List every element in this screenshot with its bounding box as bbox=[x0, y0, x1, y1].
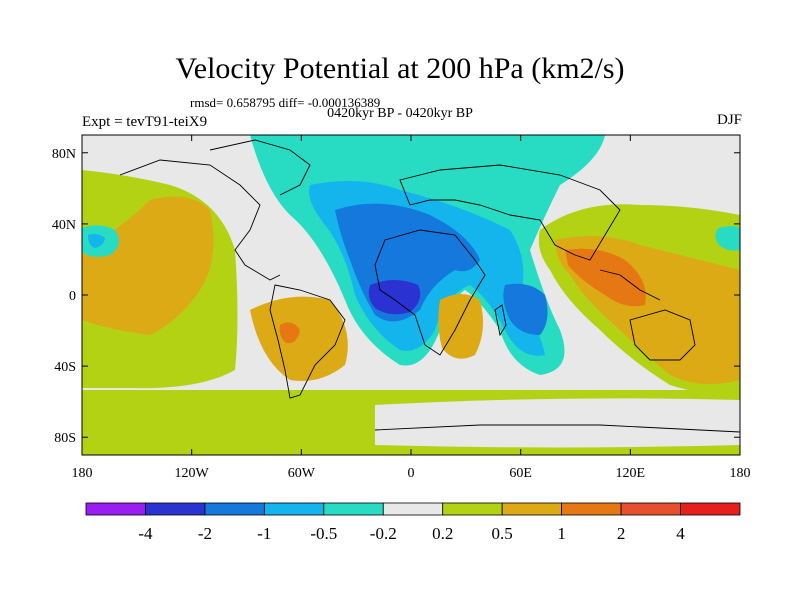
madagascar-outline bbox=[494, 304, 507, 337]
axis-ticks: 180 120W 60W 0 60E 120E 180 80N 40N 0 40S 80S bbox=[52, 135, 751, 481]
colorbar-label: -2 bbox=[198, 524, 212, 543]
antarctica-outline bbox=[374, 424, 740, 433]
colorbar: -4 -2 -1 -0.5 -0.2 0.2 0.5 1 2 4 bbox=[85, 502, 741, 543]
chart-title: Velocity Potential at 200 hPa (km2/s) bbox=[175, 52, 625, 85]
field-east-pacific-lobe bbox=[715, 226, 740, 251]
colorbar-swatch bbox=[501, 502, 563, 516]
colorbar-label: 1 bbox=[557, 524, 566, 543]
indonesia-outline bbox=[599, 269, 661, 301]
colorbar-label: -1 bbox=[257, 524, 271, 543]
australia-outline bbox=[629, 309, 696, 361]
y-tick-label: 40N bbox=[52, 218, 76, 233]
colorbar-swatch bbox=[442, 502, 503, 516]
colorbar-swatch bbox=[263, 502, 325, 516]
y-tick-label: 80S bbox=[54, 431, 76, 446]
colorbar-label: -0.2 bbox=[370, 524, 397, 543]
stats-text: rmsd= 0.658795 diff= -0.000136389 bbox=[190, 95, 381, 110]
eurasia-outline bbox=[399, 164, 621, 261]
field-gulf-of-guinea-min bbox=[368, 280, 421, 315]
x-tick-label: 120E bbox=[616, 466, 646, 481]
colorbar-swatch bbox=[85, 502, 146, 516]
colorbar-label: 0.2 bbox=[432, 524, 453, 543]
south-america-outline bbox=[269, 284, 346, 399]
colorbar-swatch bbox=[620, 502, 681, 516]
colorbar-label: 2 bbox=[617, 524, 626, 543]
experiment-label: Expt = tevT91-teiX9 bbox=[82, 114, 208, 130]
contour-fields bbox=[82, 135, 740, 455]
field-antarctic-neutral bbox=[375, 398, 740, 448]
africa-outline bbox=[374, 229, 486, 356]
x-tick-label: 60W bbox=[288, 466, 316, 481]
y-tick-label: 80N bbox=[52, 147, 76, 162]
season-label: DJF bbox=[716, 112, 742, 128]
y-tick-label: 40S bbox=[54, 360, 76, 375]
field-maritime-continent-max bbox=[565, 248, 646, 307]
y-tick-label: 0 bbox=[69, 289, 76, 304]
field-south-america-max bbox=[279, 322, 300, 344]
period-subtitle: 0420kyr BP - 0420kyr BP bbox=[327, 106, 473, 121]
field-south-america-high bbox=[250, 296, 348, 381]
greenland-outline bbox=[209, 139, 311, 196]
continent-outlines bbox=[119, 139, 740, 433]
north-america-outline bbox=[119, 159, 281, 281]
x-tick-label: 120W bbox=[175, 466, 210, 481]
field-indian-strong bbox=[503, 283, 548, 335]
field-southern-africa-high bbox=[438, 294, 484, 359]
colorbar-label: 4 bbox=[676, 524, 685, 543]
colorbar-label: -4 bbox=[138, 524, 153, 543]
x-tick-label: 0 bbox=[408, 466, 415, 481]
colorbar-swatch bbox=[561, 502, 622, 516]
colorbar-swatch bbox=[204, 502, 265, 516]
colorbar-swatch bbox=[680, 502, 741, 516]
x-tick-label: 180 bbox=[730, 466, 751, 481]
colorbar-swatch bbox=[145, 502, 206, 516]
x-tick-label: 60E bbox=[509, 466, 532, 481]
colorbar-swatch bbox=[323, 502, 384, 516]
colorbar-label: -0.5 bbox=[310, 524, 337, 543]
colorbar-swatch bbox=[382, 502, 444, 516]
x-tick-label: 180 bbox=[72, 466, 93, 481]
colorbar-label: 0.5 bbox=[492, 524, 513, 543]
field-pacific-negative-core bbox=[88, 234, 105, 248]
